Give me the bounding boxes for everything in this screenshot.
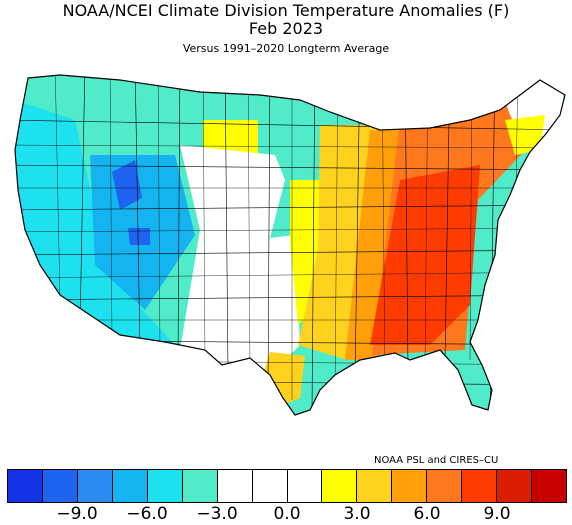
legend-tick-label: −9.0 <box>56 504 98 524</box>
legend-swatch <box>147 469 183 503</box>
legend-swatch <box>427 469 463 503</box>
legend-swatch <box>112 469 148 503</box>
legend-tick-label: 9.0 <box>483 504 511 524</box>
legend-swatch <box>182 469 218 503</box>
legend-swatch <box>217 469 253 503</box>
legend-swatch <box>7 469 43 503</box>
legend-ticks: −9.0 −6.0 −3.0 0.0 3.0 6.0 9.0 <box>0 504 572 524</box>
legend-swatch <box>497 469 533 503</box>
data-credit: NOAA PSL and CIRES–CU <box>374 455 499 466</box>
legend-tick-label: −3.0 <box>196 504 238 524</box>
legend-swatch <box>322 469 358 503</box>
color-legend <box>7 469 567 503</box>
legend-tick-label: 0.0 <box>273 504 301 524</box>
legend-swatch <box>77 469 113 503</box>
us-outline <box>14 74 566 416</box>
legend-tick-label: 6.0 <box>413 504 441 524</box>
anomaly-fill <box>15 75 565 415</box>
legend-swatch <box>42 469 78 503</box>
legend-swatch <box>392 469 428 503</box>
legend-swatch <box>532 469 567 503</box>
map-subtitle: Versus 1991–2020 Longterm Average <box>182 42 390 55</box>
legend-tick-label: 3.0 <box>343 504 371 524</box>
legend-swatch <box>252 469 288 503</box>
temperature-anomaly-map <box>14 74 566 416</box>
map-period: Feb 2023 <box>248 19 324 38</box>
legend-swatch <box>287 469 323 503</box>
legend-swatch <box>357 469 393 503</box>
legend-swatch <box>462 469 498 503</box>
map-title: NOAA/NCEI Climate Division Temperature A… <box>62 1 510 20</box>
legend-tick-label: −6.0 <box>126 504 168 524</box>
